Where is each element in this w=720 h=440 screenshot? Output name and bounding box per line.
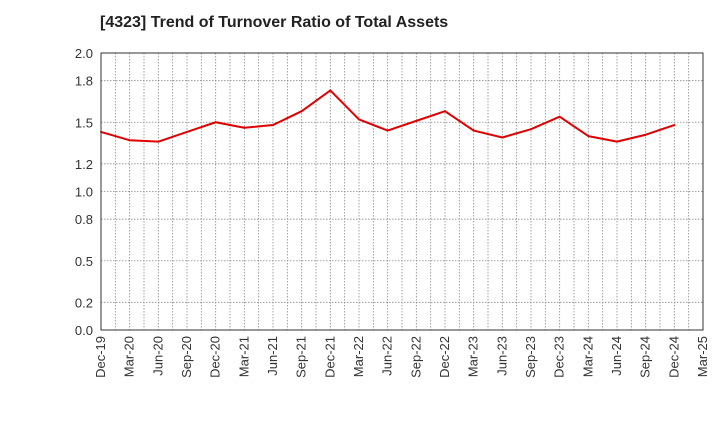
data-point	[358, 118, 360, 121]
x-tick-label: Mar-25	[695, 336, 710, 377]
x-tick-label: Dec-24	[666, 336, 681, 378]
data-point	[128, 139, 131, 142]
data-point	[587, 135, 590, 138]
data-point	[329, 89, 332, 92]
series-layer	[100, 89, 676, 143]
x-tick-label: Mar-24	[580, 336, 595, 377]
data-point	[616, 140, 618, 143]
x-tick-label: Dec-19	[93, 336, 108, 378]
data-point	[243, 126, 246, 129]
data-point	[558, 115, 561, 118]
x-tick-label: Mar-20	[122, 336, 137, 377]
data-point	[186, 130, 188, 133]
y-tick-label: 1.8	[75, 74, 93, 89]
x-tick-label: Dec-22	[437, 336, 452, 378]
y-tick-label: 1.2	[75, 157, 93, 172]
x-tick-label: Dec-21	[322, 336, 337, 378]
y-tick-label: 0.0	[75, 323, 93, 338]
x-tick-label: Dec-23	[552, 336, 567, 378]
data-point	[644, 133, 647, 136]
data-point	[272, 124, 274, 127]
data-point	[472, 129, 475, 132]
y-tick-label: 0.5	[75, 254, 93, 269]
y-tick-label: 0.2	[75, 295, 93, 310]
data-point	[157, 140, 160, 143]
y-tick-label: 0.8	[75, 212, 93, 227]
x-tick-label: Sep-24	[638, 336, 653, 378]
grid-lines	[100, 52, 704, 331]
x-tick-label: Jun-24	[609, 336, 624, 376]
data-point	[673, 124, 676, 127]
data-point	[501, 136, 504, 139]
data-point	[530, 128, 532, 131]
data-point	[415, 119, 418, 122]
plot-frame	[100, 52, 704, 331]
x-tick-label: Jun-22	[380, 336, 395, 376]
x-tick-label: Sep-23	[523, 336, 538, 378]
x-tick-label: Mar-23	[466, 336, 481, 377]
x-tick-label: Mar-21	[236, 336, 251, 377]
x-tick-label: Sep-20	[179, 336, 194, 378]
y-tick-label: 1.0	[75, 185, 93, 200]
y-tick-label: 2.0	[75, 46, 93, 61]
x-tick-label: Sep-22	[408, 336, 423, 378]
chart-title: [4323] Trend of Turnover Ratio of Total …	[100, 14, 449, 31]
y-tick-label: 1.5	[75, 115, 93, 130]
x-tick-label: Sep-21	[294, 336, 309, 378]
data-point	[214, 121, 217, 124]
x-tick-label: Jun-23	[494, 336, 509, 376]
x-tick-label: Jun-20	[150, 336, 165, 376]
data-point	[444, 110, 446, 113]
data-point	[386, 129, 389, 132]
axes: 0.0 0.2 0.5 0.8 1.0 1.2 1.5 1.8 2.0 Dec-19 Mar-20 J…	[75, 46, 710, 378]
x-tick-label: Dec-20	[208, 336, 223, 378]
x-tick-label: Mar-22	[351, 336, 366, 377]
x-tick-label: Jun-21	[265, 336, 280, 376]
data-point	[300, 110, 303, 113]
